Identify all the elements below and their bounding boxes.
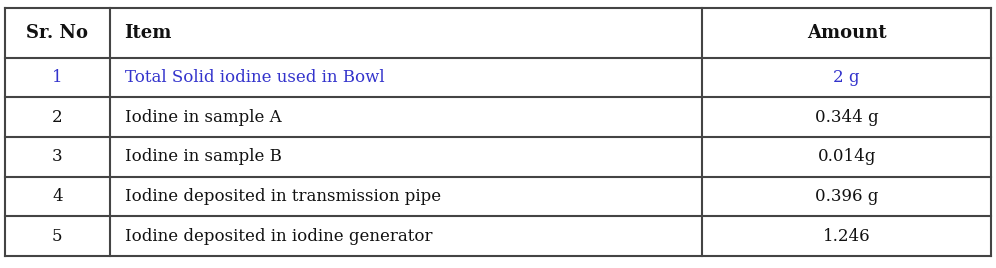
Text: Total Solid iodine used in Bowl: Total Solid iodine used in Bowl: [124, 69, 384, 86]
Text: Iodine in sample A: Iodine in sample A: [124, 109, 281, 126]
Text: 2 g: 2 g: [834, 69, 860, 86]
Text: 0.014g: 0.014g: [818, 148, 875, 165]
Text: 0.396 g: 0.396 g: [815, 188, 878, 205]
Text: Amount: Amount: [807, 24, 886, 42]
Text: Item: Item: [124, 24, 172, 42]
Text: 0.344 g: 0.344 g: [815, 109, 878, 126]
Text: Sr. No: Sr. No: [26, 24, 89, 42]
Text: Iodine deposited in iodine generator: Iodine deposited in iodine generator: [124, 228, 432, 245]
Text: 4: 4: [52, 188, 63, 205]
Text: Iodine deposited in transmission pipe: Iodine deposited in transmission pipe: [124, 188, 440, 205]
Text: Iodine in sample B: Iodine in sample B: [124, 148, 282, 165]
Text: 2: 2: [52, 109, 63, 126]
Text: 5: 5: [52, 228, 63, 245]
Text: 3: 3: [52, 148, 63, 165]
Text: 1.246: 1.246: [823, 228, 871, 245]
Text: 1: 1: [52, 69, 63, 86]
